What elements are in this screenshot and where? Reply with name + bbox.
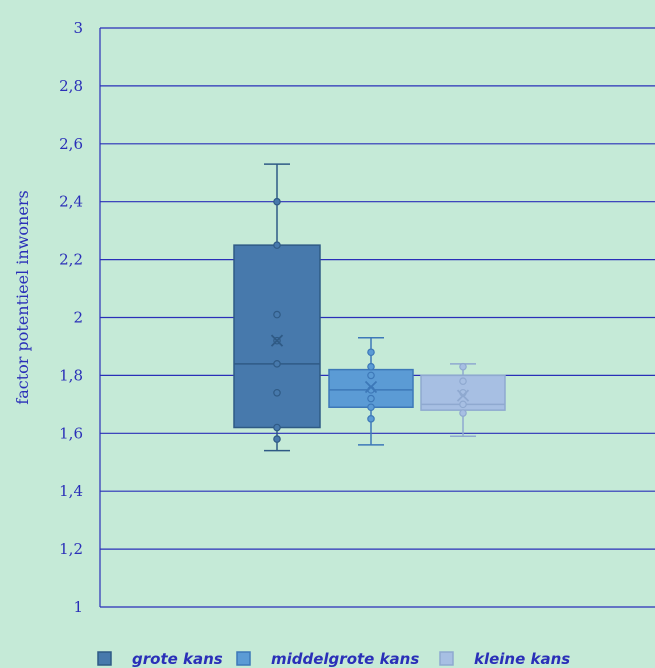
data-point: [367, 394, 375, 403]
y-tick-label: 2,4: [59, 193, 83, 211]
data-point: [459, 400, 467, 409]
data-point: [367, 371, 375, 380]
y-tick-label: 1,6: [59, 424, 83, 442]
box-middelgrote-kans: [328, 337, 414, 446]
data-point: [273, 310, 281, 319]
y-axis-label: factor potentieel inwoners: [13, 190, 32, 404]
data-point: [367, 348, 375, 357]
mean-marker: [456, 389, 470, 402]
data-point: [459, 409, 467, 417]
mean-marker: [270, 334, 284, 347]
box-kleine-kans: [420, 362, 506, 437]
data-point: [273, 197, 281, 206]
data-point: [273, 360, 281, 368]
y-tick-label: 1,4: [59, 482, 83, 500]
y-tick-label: 2,8: [59, 77, 83, 95]
legend-swatch: [236, 651, 251, 666]
data-point: [273, 241, 281, 249]
y-tick-label: 3: [73, 19, 83, 37]
data-point: [367, 415, 375, 423]
y-tick-label: 2,6: [59, 135, 83, 153]
data-point: [367, 362, 375, 371]
box-iqr: [233, 244, 321, 429]
y-tick-label: 2: [73, 309, 83, 327]
legend-swatch: [97, 651, 112, 666]
data-point: [459, 362, 467, 371]
gridlines: [99, 27, 655, 608]
y-axis-ticks: 1 1,2 1,4 1,6 1,8 2 2,2 2,4 2,6 2,8 3: [59, 19, 83, 616]
legend-label: grote kans: [132, 650, 223, 668]
y-tick-label: 1,2: [59, 540, 83, 558]
data-point: [273, 388, 281, 397]
data-point: [367, 403, 375, 412]
box-grote-kans: [233, 163, 321, 452]
y-tick-label: 1: [73, 598, 83, 616]
y-tick-label: 1,8: [59, 366, 83, 384]
boxes: [233, 163, 506, 452]
mean-marker: [364, 380, 378, 394]
y-tick-label: 2,2: [59, 251, 83, 269]
data-point: [273, 435, 281, 443]
data-point: [459, 377, 467, 385]
data-point: [273, 423, 281, 432]
legend: grote kans middelgrote kans kleine kans: [97, 650, 570, 668]
legend-label: middelgrote kans: [271, 650, 419, 668]
legend-swatch: [439, 651, 454, 666]
legend-label: kleine kans: [474, 650, 570, 668]
